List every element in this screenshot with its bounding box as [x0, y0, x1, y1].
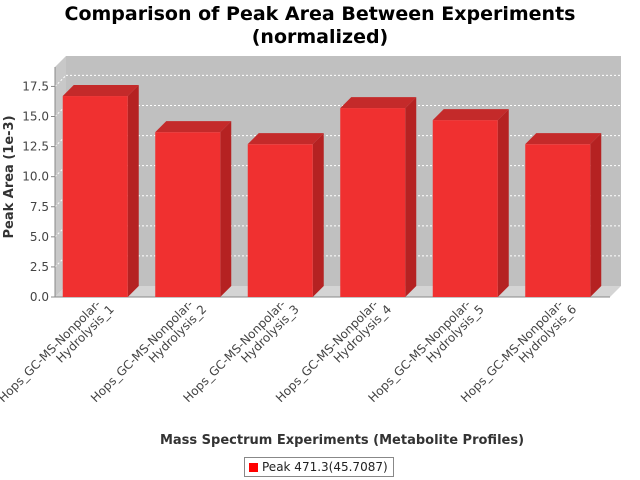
bar-top — [247, 133, 324, 145]
bar-top — [432, 109, 509, 121]
bar — [155, 132, 221, 297]
y-tick-label: 2.5 — [30, 260, 49, 274]
legend: Peak 471.3(45.7087) — [244, 457, 394, 477]
y-axis-title: Peak Area (1e-3) — [2, 115, 17, 238]
y-tick-label: 10.0 — [22, 170, 49, 184]
bar-top — [62, 85, 139, 97]
bar-side — [220, 121, 232, 298]
legend-swatch — [249, 462, 258, 472]
bar-side — [497, 109, 509, 297]
y-tick-label: 0.0 — [30, 290, 49, 304]
bar-side — [590, 133, 602, 297]
y-tick-label: 12.5 — [22, 140, 49, 154]
legend-label: Peak 471.3(45.7087) — [262, 460, 388, 474]
bar — [340, 108, 406, 297]
gridline-side — [54, 75, 67, 87]
bar-top — [155, 121, 232, 133]
y-tick-label: 5.0 — [30, 230, 49, 244]
bar — [432, 120, 498, 297]
x-axis-title: Mass Spectrum Experiments (Metabolite Pr… — [160, 433, 524, 448]
bar-side — [312, 133, 324, 297]
bar-top — [525, 133, 602, 145]
y-tick-label: 17.5 — [22, 79, 49, 93]
y-tick-label: 15.0 — [22, 110, 49, 124]
chart-title-line-1: Comparison of Peak Area Between Experime… — [64, 3, 576, 25]
bar-top — [340, 97, 417, 109]
bar — [525, 144, 591, 297]
bar-side — [405, 97, 417, 297]
bar — [62, 96, 128, 297]
bar — [247, 144, 313, 297]
bar-side — [127, 85, 139, 297]
y-tick-label: 7.5 — [30, 200, 49, 214]
chart-title-line-2: (normalized) — [251, 26, 389, 48]
